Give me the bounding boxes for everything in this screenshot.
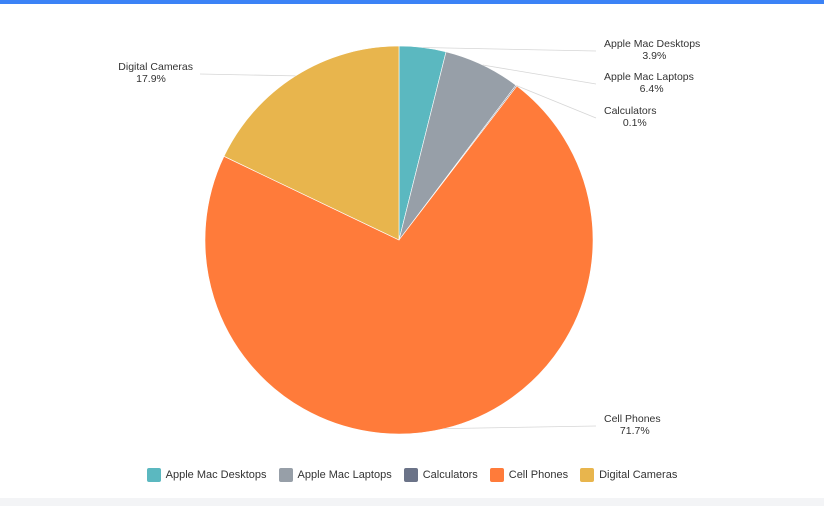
legend-swatch xyxy=(278,468,293,482)
legend-label: Apple Mac Desktops xyxy=(165,469,267,481)
legend-item-apple-mac-laptops[interactable]: Apple Mac Laptops xyxy=(278,468,392,482)
leader-line-cell-phones xyxy=(444,425,597,429)
legend-label: Digital Cameras xyxy=(599,469,678,481)
legend-item-digital-cameras[interactable]: Digital Cameras xyxy=(580,468,677,482)
data-label-name-apple-mac-desktops: Apple Mac Desktops xyxy=(604,38,700,50)
leader-line-calculators xyxy=(516,85,597,119)
leader-line-apple-mac-desktops xyxy=(422,47,597,52)
legend-label: Apple Mac Laptops xyxy=(297,469,392,481)
legend-label: Cell Phones xyxy=(508,469,569,481)
label-leader-lines xyxy=(199,47,597,429)
top-accent-bar xyxy=(0,0,824,4)
bottom-bar xyxy=(0,498,824,506)
data-label-name-cell-phones: Cell Phones xyxy=(604,413,661,425)
leader-line-digital-cameras xyxy=(199,73,296,77)
legend-swatch xyxy=(403,468,418,482)
legend-item-calculators[interactable]: Calculators xyxy=(403,468,478,482)
legend-swatch xyxy=(489,468,504,482)
data-label-value-apple-mac-desktops: 3.9% xyxy=(642,50,666,62)
data-label-value-cell-phones: 71.7% xyxy=(620,425,650,437)
data-label-name-calculators: Calculators xyxy=(604,105,657,117)
chart-legend: Apple Mac Desktops Apple Mac Laptops Calcu… xyxy=(0,468,824,482)
data-label-value-calculators: 0.1% xyxy=(623,117,647,129)
data-label-value-digital-cameras: 17.9% xyxy=(136,73,166,85)
legend-item-apple-mac-desktops[interactable]: Apple Mac Desktops xyxy=(146,468,267,482)
legend-label: Calculators xyxy=(422,469,478,481)
data-label-name-digital-cameras: Digital Cameras xyxy=(118,61,193,73)
legend-item-cell-phones[interactable]: Cell Phones xyxy=(489,468,569,482)
data-label-name-apple-mac-laptops: Apple Mac Laptops xyxy=(604,71,694,83)
pie-slice-cell-phones[interactable] xyxy=(204,85,594,435)
leader-line-apple-mac-laptops xyxy=(482,64,597,85)
legend-swatch xyxy=(580,468,595,482)
legend-swatch xyxy=(146,468,161,482)
pie-slice-digital-cameras[interactable] xyxy=(223,45,400,241)
data-label-value-apple-mac-laptops: 6.4% xyxy=(640,83,664,95)
pie-slices xyxy=(204,45,594,435)
